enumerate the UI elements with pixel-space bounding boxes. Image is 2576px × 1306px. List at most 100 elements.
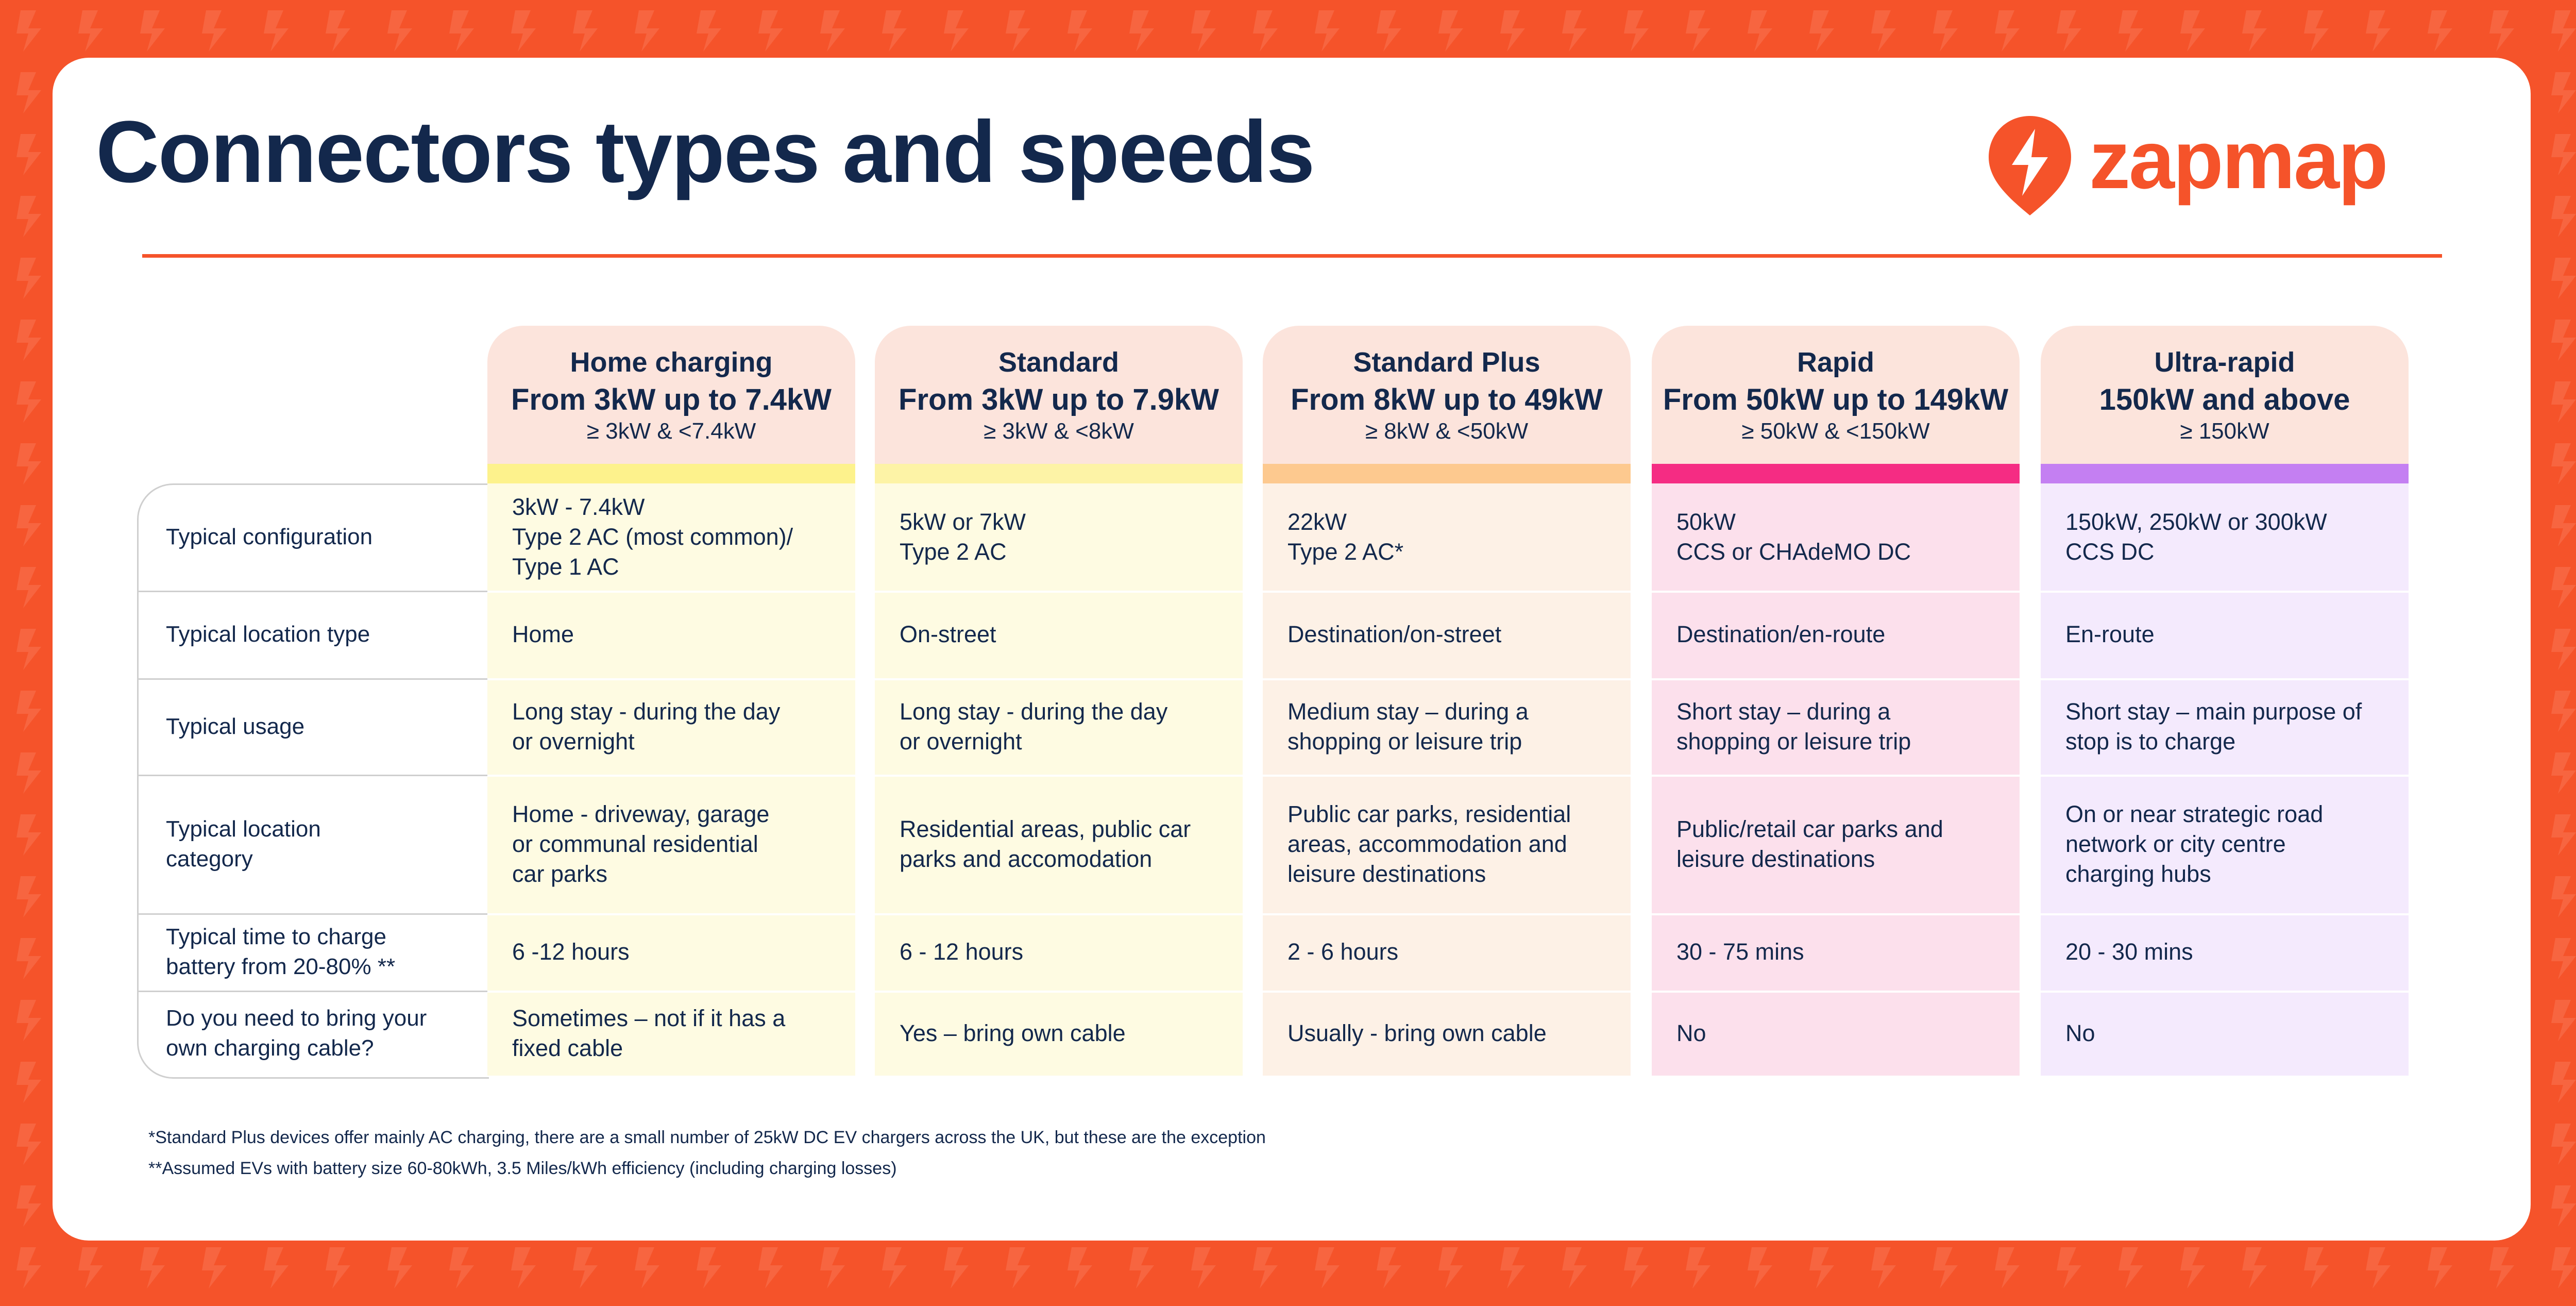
tier-color-bar: [1263, 464, 1631, 483]
row-divider: [487, 775, 855, 777]
logo-text: zapmap: [2089, 113, 2388, 206]
table-cell: 5kW or 7kW Type 2 AC: [900, 509, 1026, 565]
row-label-divider: [139, 591, 487, 592]
row-label: Typical usage: [166, 713, 305, 739]
row-label: Typical configuration: [166, 524, 373, 549]
table-cell: Residential areas, public car parks and a…: [900, 815, 1191, 872]
table-cell: Home - driveway, garage or communal resid…: [512, 800, 770, 887]
row-divider: [1263, 991, 1631, 993]
title-divider: [142, 254, 2442, 258]
table-cell: 6 -12 hours: [512, 939, 630, 965]
row-divider: [1263, 775, 1631, 777]
table-cell: Long stay - during the day or overnight: [512, 698, 781, 755]
tier-header: Standard From 3kW up to 7.9kW ≥ 3kW & <8kW: [875, 326, 1243, 464]
footnote-standard-plus: *Standard Plus devices offer mainly AC c…: [148, 1128, 1266, 1147]
table-cell: 150kW, 250kW or 300kW CCS DC: [2065, 509, 2327, 565]
table-cell: No: [1676, 1019, 1706, 1046]
zapmap-logo: zapmap: [1986, 113, 2450, 227]
zap-pin-icon: [1989, 116, 2071, 215]
row-divider: [1652, 991, 2020, 993]
row-divider: [2041, 678, 2409, 680]
footnote-assumptions: **Assumed EVs with battery size 60-80kWh…: [148, 1159, 897, 1178]
tier-column-0: Home charging From 3kW up to 7.4kW ≥ 3kW &…: [487, 326, 855, 1076]
table-cell: 50kW CCS or CHAdeMO DC: [1676, 509, 1911, 565]
row-divider: [1263, 678, 1631, 680]
table-cell: 22kW Type 2 AC*: [1287, 509, 1404, 565]
row-divider: [487, 991, 855, 993]
row-divider: [487, 678, 855, 680]
row-label: Typical location type: [166, 622, 370, 647]
tier-limit: ≥ 3kW & <8kW: [984, 418, 1134, 444]
row-divider: [875, 775, 1243, 777]
table-cell: Usually - bring own cable: [1287, 1019, 1547, 1046]
table-cell: Medium stay – during a shopping or leisur…: [1287, 698, 1529, 755]
table-cell: Public/retail car parks and leisure desti…: [1676, 815, 1943, 872]
table-cell: No: [2065, 1019, 2095, 1046]
row-label-divider: [139, 913, 487, 915]
row-label: Typical location category: [166, 816, 321, 872]
table-cell: 6 - 12 hours: [900, 939, 1024, 965]
row-divider: [1263, 591, 1631, 593]
table-cell: 2 - 6 hours: [1287, 939, 1399, 965]
tier-color-bar: [1652, 464, 2020, 483]
row-divider: [487, 913, 855, 915]
table-cell: Home: [512, 621, 574, 647]
row-divider: [875, 678, 1243, 680]
tier-header: Home charging From 3kW up to 7.4kW ≥ 3kW &…: [487, 326, 855, 464]
tier-limit: ≥ 150kW: [2180, 418, 2269, 444]
row-divider: [1652, 913, 2020, 915]
table-cell: Destination/en-route: [1676, 621, 1886, 647]
row-divider: [2041, 775, 2409, 777]
row-divider: [1652, 775, 2020, 777]
table-cell: En-route: [2065, 621, 2155, 647]
tier-range: From 3kW up to 7.9kW: [899, 383, 1219, 416]
tier-range: From 8kW up to 49kW: [1291, 383, 1603, 416]
table-cell: Short stay – main purpose of stop is to c…: [2065, 698, 2362, 755]
tier-color-bar: [2041, 464, 2409, 483]
table-cell: On-street: [900, 621, 996, 647]
tier-column-4: Ultra-rapid 150kW and above ≥ 150kW 150kW, …: [2041, 326, 2409, 1076]
tier-range: From 50kW up to 149kW: [1663, 383, 2009, 416]
tier-body: [487, 483, 855, 1076]
row-label-divider: [139, 991, 487, 992]
row-divider: [1652, 678, 2020, 680]
tier-limit: ≥ 3kW & <7.4kW: [586, 418, 756, 444]
table-cell: Destination/on-street: [1287, 621, 1502, 647]
tier-header: Ultra-rapid 150kW and above ≥ 150kW: [2041, 326, 2409, 464]
tier-color-bar: [487, 464, 855, 483]
row-label-divider: [139, 678, 487, 680]
tier-color-bar: [875, 464, 1243, 483]
tier-column-3: Rapid From 50kW up to 149kW ≥ 50kW & <150k…: [1652, 326, 2020, 1076]
table-cell: On or near strategic road network or city…: [2065, 800, 2324, 887]
tier-body: [1263, 483, 1631, 1076]
tier-name: Standard Plus: [1353, 347, 1540, 378]
table-cell: 3kW - 7.4kW Type 2 AC (most common)/Type …: [512, 494, 793, 580]
row-divider: [875, 991, 1243, 993]
table-cell: Yes – bring own cable: [900, 1019, 1126, 1046]
table-cell: 30 - 75 mins: [1676, 939, 1804, 965]
row-label-divider: [139, 775, 487, 776]
tier-header: Standard Plus From 8kW up to 49kW ≥ 8kW & …: [1263, 326, 1631, 464]
tier-range: 150kW and above: [2099, 383, 2350, 416]
row-divider: [875, 913, 1243, 915]
tier-header: Rapid From 50kW up to 149kW ≥ 50kW & <150k…: [1652, 326, 2020, 464]
page-title: Connectors types and speeds: [96, 103, 1315, 201]
tier-name: Home charging: [570, 347, 773, 378]
tier-limit: ≥ 50kW & <150kW: [1741, 418, 1930, 444]
row-divider: [2041, 913, 2409, 915]
tier-column-2: Standard Plus From 8kW up to 49kW ≥ 8kW & …: [1263, 326, 1631, 1076]
table-cell: Short stay – during a shopping or leisure…: [1676, 698, 1911, 755]
row-label: Typical time to charge battery from 20-80…: [166, 924, 396, 979]
row-divider: [2041, 591, 2409, 593]
tier-name: Ultra-rapid: [2154, 347, 2295, 378]
tier-column-1: Standard From 3kW up to 7.9kW ≥ 3kW & <8kW…: [875, 326, 1243, 1076]
table-cell: Public car parks, residential areas, acco…: [1287, 800, 1571, 887]
row-label: Do you need to bring your own charging ca…: [166, 1005, 427, 1061]
tier-limit: ≥ 8kW & <50kW: [1365, 418, 1529, 444]
table-cell: Long stay - during the day or overnight: [900, 698, 1168, 755]
row-divider: [1652, 591, 2020, 593]
row-divider: [487, 591, 855, 593]
tier-name: Rapid: [1797, 347, 1874, 378]
row-divider: [875, 591, 1243, 593]
tier-name: Standard: [998, 347, 1120, 378]
